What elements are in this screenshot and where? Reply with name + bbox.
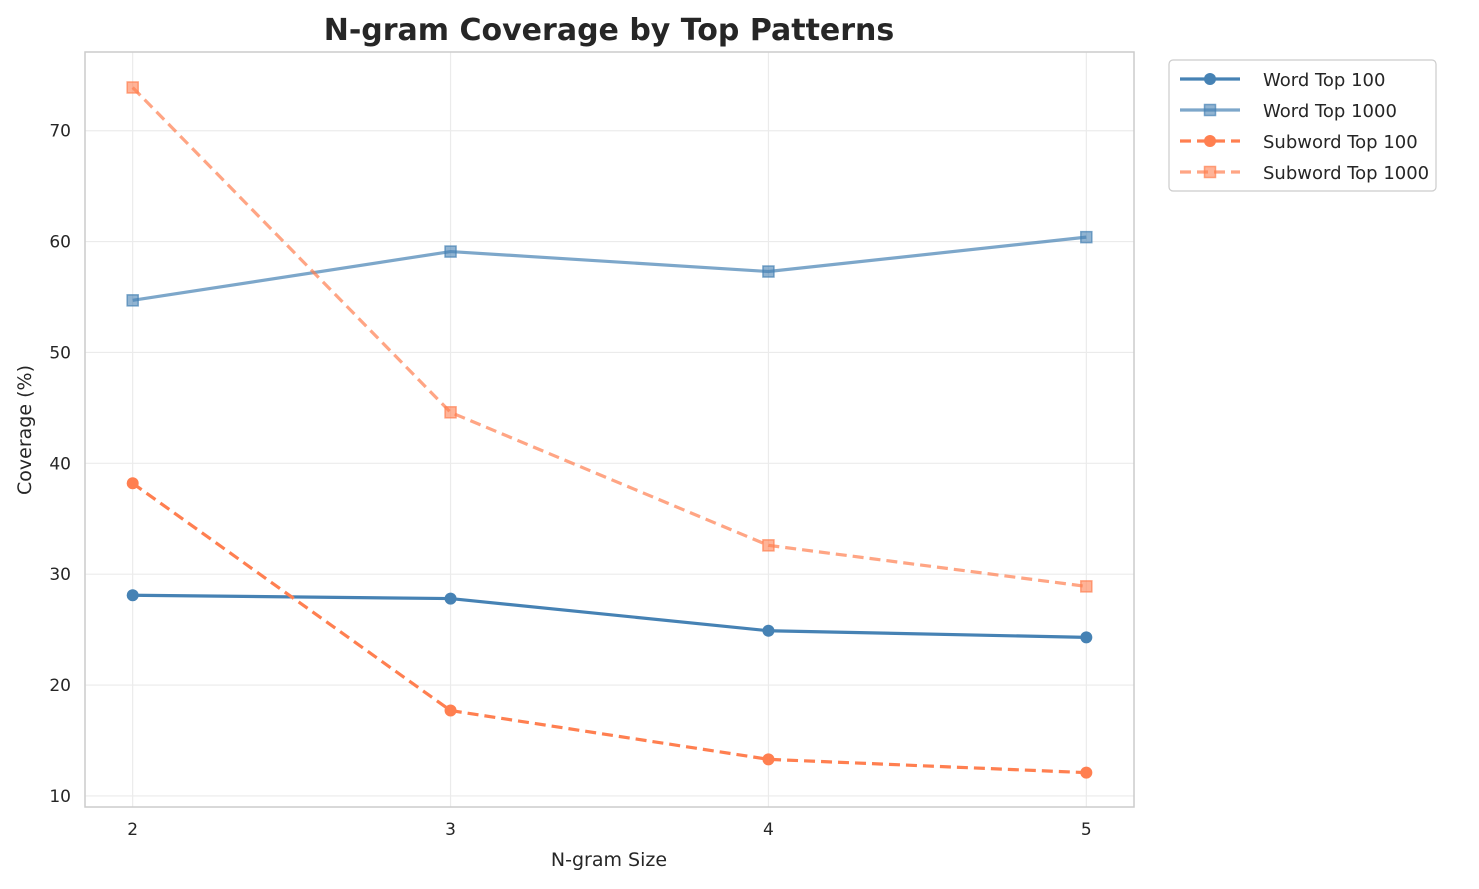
legend-label: Subword Top 1000 bbox=[1263, 163, 1429, 184]
ticks: 2 3 4 5 10 20 30 40 50 60 70 bbox=[49, 122, 1091, 840]
series-line bbox=[131, 481, 1087, 775]
y-axis-label: Coverage (%) bbox=[14, 365, 36, 495]
legend-label: Word Top 100 bbox=[1263, 70, 1385, 91]
data-point bbox=[762, 753, 775, 766]
legend-box bbox=[1168, 59, 1437, 192]
circle-marker-icon bbox=[1204, 135, 1216, 147]
legend-item: Subword Top 100 bbox=[1180, 132, 1418, 153]
data-point bbox=[762, 265, 775, 278]
y-tick-label: 20 bbox=[49, 676, 71, 696]
data-point bbox=[1080, 766, 1093, 779]
legend-label: Subword Top 100 bbox=[1263, 132, 1418, 153]
data-point bbox=[1080, 631, 1093, 644]
chart-title: N-gram Coverage by Top Patterns bbox=[324, 13, 895, 48]
data-point bbox=[444, 592, 457, 605]
series-subword-top-100 bbox=[126, 477, 1093, 779]
x-tick-label: 4 bbox=[763, 820, 774, 840]
series-group bbox=[126, 81, 1093, 779]
x-tick-label: 5 bbox=[1081, 820, 1092, 840]
data-point bbox=[762, 539, 775, 552]
x-axis-label: N-gram Size bbox=[551, 849, 667, 871]
data-point bbox=[126, 589, 139, 602]
data-point bbox=[444, 406, 457, 419]
legend-label: Word Top 1000 bbox=[1263, 101, 1397, 122]
x-tick-label: 2 bbox=[127, 820, 138, 840]
y-tick-label: 60 bbox=[49, 233, 71, 253]
series-line bbox=[132, 593, 1087, 639]
data-point bbox=[762, 624, 775, 637]
series-word-top-1000 bbox=[126, 230, 1093, 307]
data-point bbox=[1080, 580, 1093, 593]
data-point bbox=[126, 81, 139, 94]
legend: Word Top 100 Word Top 1000 Subword Top 100… bbox=[1168, 59, 1437, 192]
square-marker-icon bbox=[1203, 165, 1217, 179]
y-tick-label: 30 bbox=[49, 565, 71, 585]
grid bbox=[85, 52, 1134, 807]
y-tick-label: 50 bbox=[49, 343, 71, 363]
legend-item: Word Top 100 bbox=[1180, 70, 1385, 91]
y-tick-label: 10 bbox=[49, 787, 71, 807]
x-tick-label: 3 bbox=[445, 820, 456, 840]
y-tick-label: 40 bbox=[49, 454, 71, 474]
square-marker-icon bbox=[1203, 103, 1217, 117]
series-subword-top-1000 bbox=[126, 81, 1093, 593]
plot-frame bbox=[84, 51, 1135, 808]
data-point bbox=[444, 704, 457, 717]
data-point bbox=[1080, 230, 1093, 244]
series-line bbox=[131, 86, 1087, 588]
series-word-top-100 bbox=[126, 589, 1093, 644]
y-tick-label: 70 bbox=[49, 122, 71, 142]
data-point bbox=[126, 294, 139, 307]
legend-item: Word Top 1000 bbox=[1180, 101, 1397, 122]
legend-item: Subword Top 1000 bbox=[1180, 163, 1429, 184]
data-point bbox=[126, 477, 139, 490]
series-line bbox=[132, 235, 1087, 302]
data-point bbox=[444, 245, 457, 258]
circle-marker-icon bbox=[1204, 73, 1216, 85]
